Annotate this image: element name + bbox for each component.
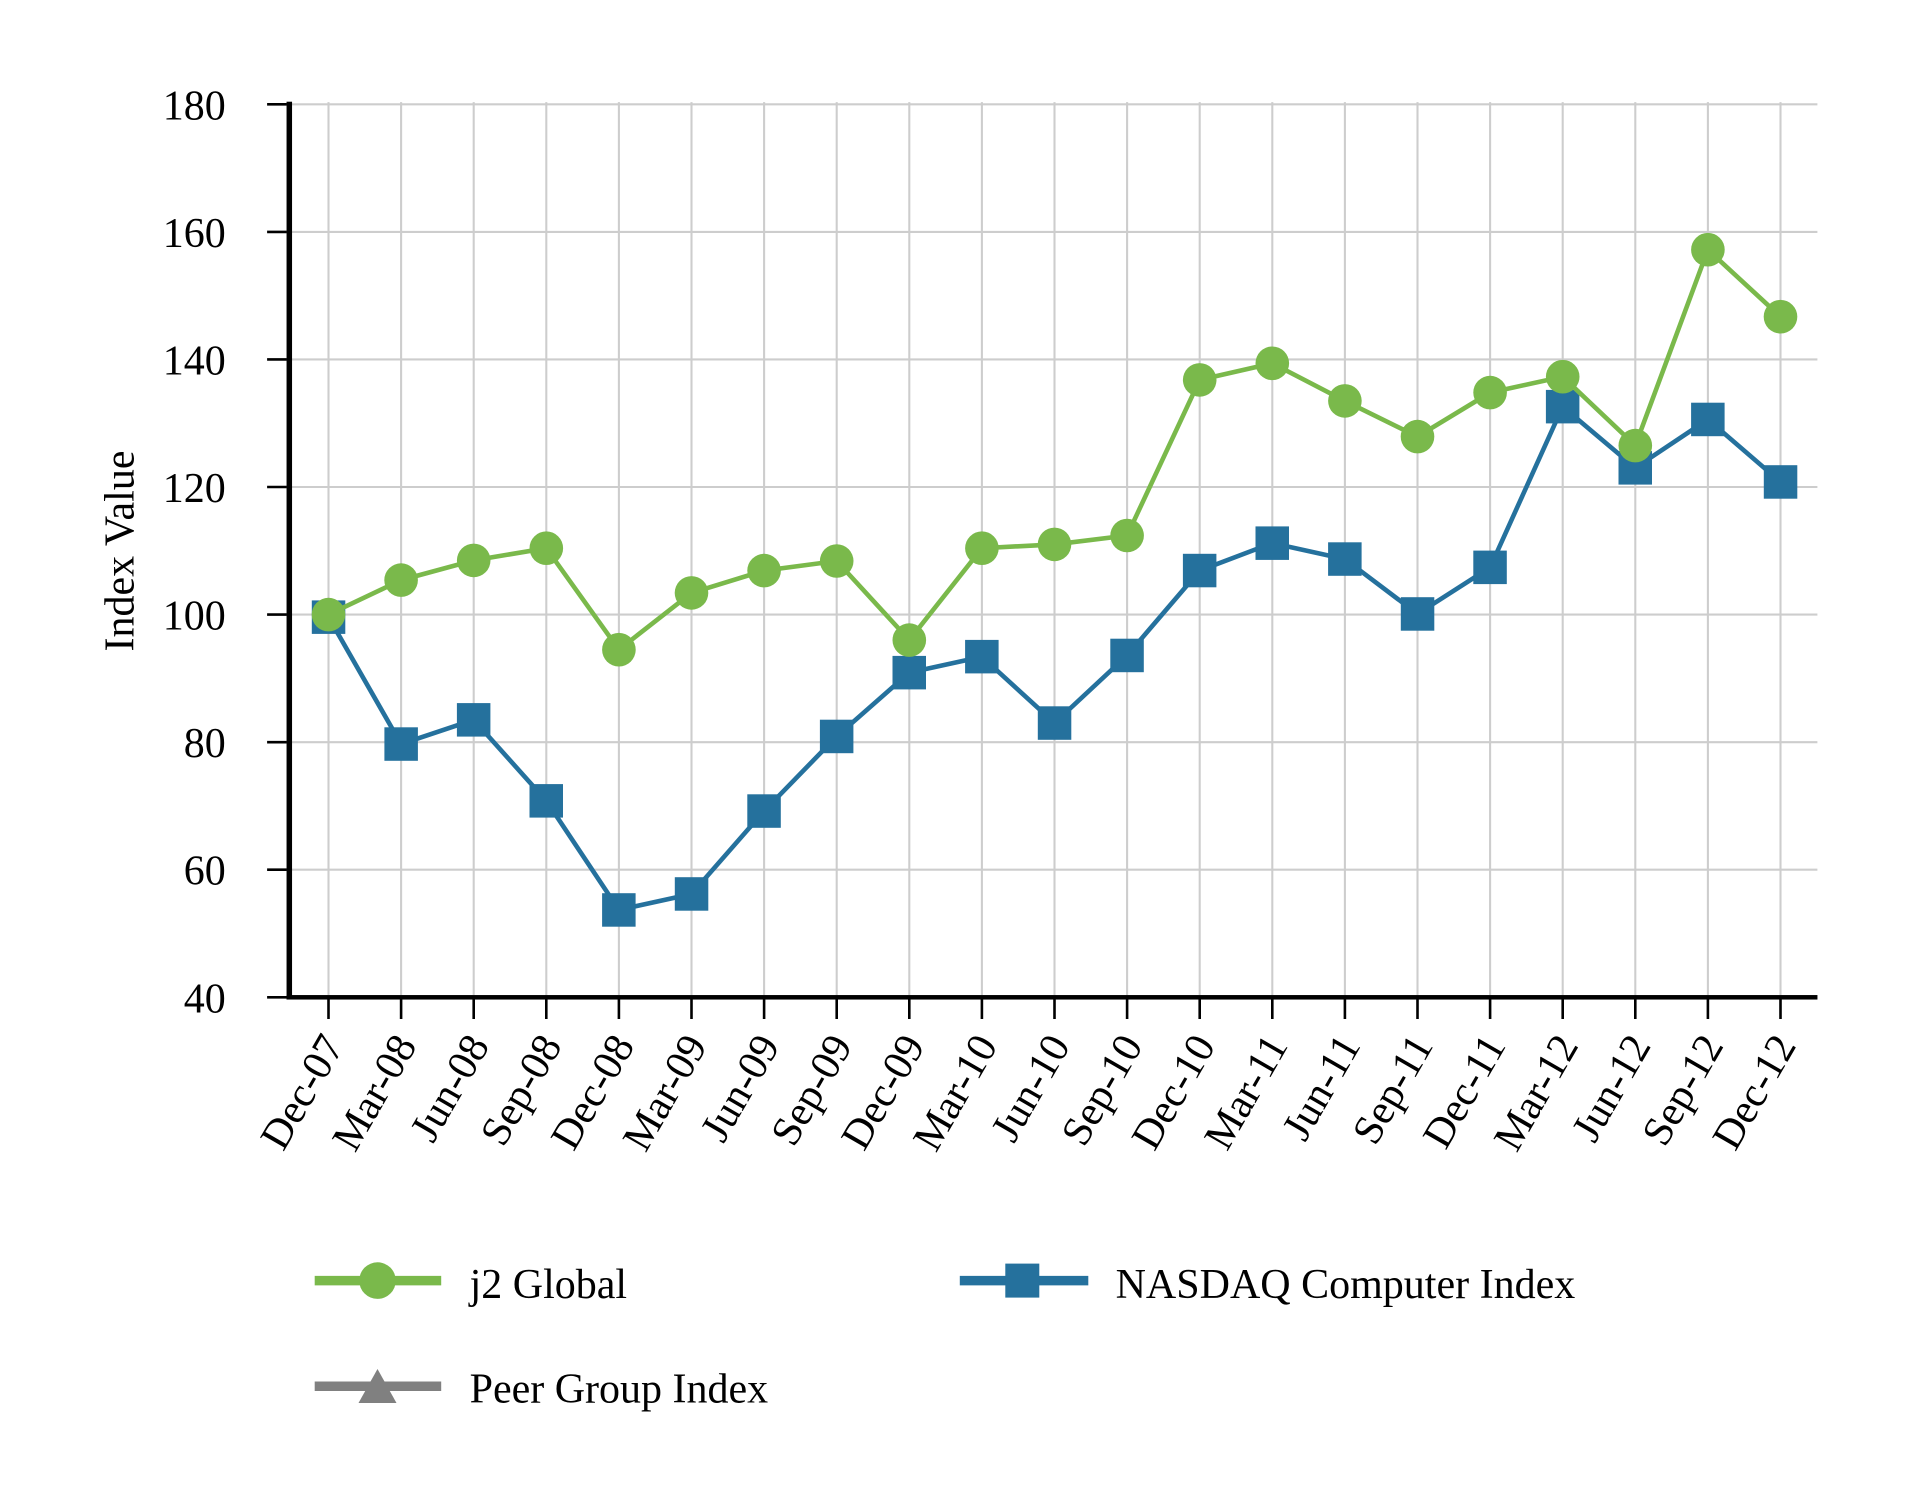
svg-text:40: 40: [184, 976, 226, 1022]
svg-text:140: 140: [163, 338, 226, 384]
svg-text:100: 100: [163, 594, 226, 640]
svg-text:60: 60: [184, 849, 226, 895]
svg-text:Index Value: Index Value: [98, 451, 144, 652]
svg-text:120: 120: [163, 466, 226, 512]
svg-text:j2 Global: j2 Global: [468, 1262, 627, 1308]
svg-text:80: 80: [184, 721, 226, 767]
svg-text:Peer Group Index: Peer Group Index: [470, 1367, 769, 1413]
svg-text:NASDAQ Computer Index: NASDAQ Computer Index: [1116, 1262, 1576, 1308]
svg-text:160: 160: [163, 211, 226, 257]
svg-text:180: 180: [163, 83, 226, 129]
